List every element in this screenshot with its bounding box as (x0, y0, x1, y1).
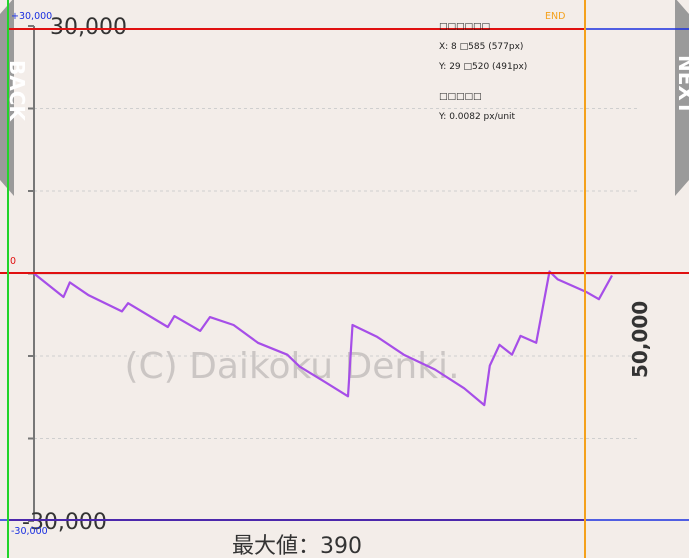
overlay-x-range: X: 8 □585 (577px) (439, 42, 523, 52)
overlay-zero-label: 0 (10, 256, 16, 267)
watermark: (C) Daikoku Denki. (124, 346, 459, 387)
plot-bounds-box (7, 28, 586, 521)
overlay-box-title: □□□□□□ (439, 22, 490, 32)
overlay-y-range: Y: 29 □520 (491px) (438, 62, 527, 72)
next-arrow-icon (675, 0, 689, 196)
data-series-line (33, 270, 613, 407)
overlay-scale-title: □□□□□ (439, 92, 482, 102)
y-tick-label-bottom: -30,000 (22, 510, 107, 535)
max-value-footer: 最大値：390 (232, 534, 362, 558)
overlay-end-label: END (545, 11, 565, 22)
next-label: NEXT (674, 55, 689, 115)
y-tick-label-top: 30,000 (50, 15, 127, 40)
overlay-top-value: +30,000 (11, 11, 52, 22)
x-tick-label-end: 50,000 (628, 301, 652, 378)
next-button[interactable]: NEXT (674, 0, 689, 196)
overlay-bottom-value: -30,000 (11, 526, 48, 537)
overlay-scale: Y: 0.0082 px/unit (438, 112, 516, 122)
